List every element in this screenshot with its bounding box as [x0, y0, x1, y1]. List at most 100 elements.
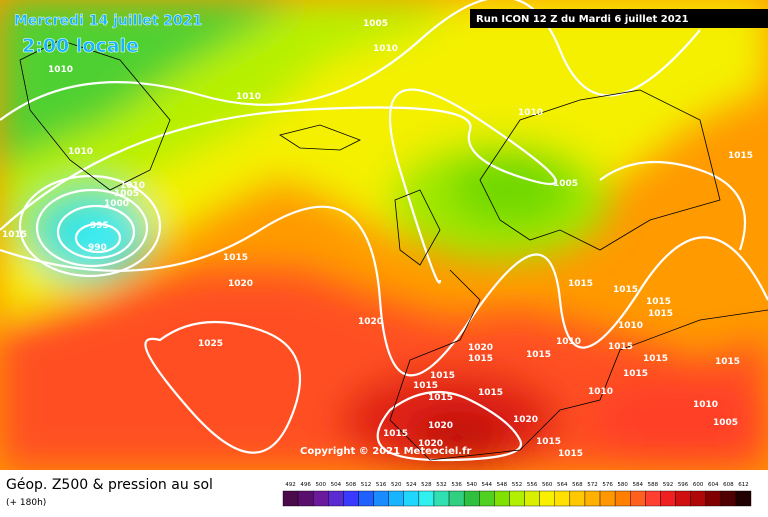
scale-swatch [509, 490, 525, 507]
isobar-label: 1020 [468, 343, 493, 353]
scale-swatch [403, 490, 420, 507]
scale-label: 560 [542, 482, 553, 488]
isobar-label: 1015 [558, 449, 583, 459]
isobar-label: 1010 [588, 387, 613, 397]
scale-label: 492 [285, 482, 296, 488]
scale-label: 500 [315, 482, 326, 488]
legend-subtitle: (+ 180h) [6, 498, 46, 508]
isobar-label: 1015 [608, 342, 633, 352]
isobar-label: 1005 [713, 418, 738, 428]
isobar-label: 990 [88, 243, 107, 253]
scale-swatch [720, 490, 737, 507]
scale-label: 576 [602, 482, 613, 488]
isobar-label: 1015 [648, 309, 673, 319]
scale-label: 540 [466, 482, 477, 488]
scale-label: 608 [723, 482, 734, 488]
scale-label: 532 [436, 482, 447, 488]
isobar-label: 1010 [556, 337, 581, 347]
scale-swatch [494, 490, 510, 507]
scale-label: 604 [708, 482, 719, 488]
scale-swatch [297, 490, 314, 507]
scale-label: 536 [451, 482, 462, 488]
isobar-label: 1010 [518, 108, 543, 118]
scale-label: 544 [482, 482, 493, 488]
scale-label: 496 [300, 482, 311, 488]
scale-swatch [418, 490, 435, 507]
isobar-label: 1020 [358, 317, 383, 327]
isobar-label: 1010 [48, 65, 73, 75]
copyright: Copyright © 2021 Meteociel.fr [300, 446, 471, 457]
run-info: Run ICON 12 Z du Mardi 6 juillet 2021 [476, 14, 689, 25]
scale-swatch [448, 490, 465, 507]
scale-swatch [735, 490, 752, 507]
isobar-labels: 1005 1010 1010 1010 1010 1015 1010 1010 … [2, 19, 753, 459]
scale-swatch [433, 490, 450, 507]
scale-swatch [614, 490, 631, 507]
isobar-label: 1010 [693, 400, 718, 410]
scale-label: 512 [361, 482, 372, 488]
scale-label: 600 [693, 482, 704, 488]
isobar-label: 1010 [120, 181, 145, 191]
isobar-label: 1015 [526, 350, 551, 360]
run-box [470, 9, 768, 28]
scale-swatch [599, 490, 616, 507]
geopotential-field [0, 0, 768, 470]
scale-label: 552 [512, 482, 523, 488]
isobar-label: 1020 [228, 279, 253, 289]
scale-swatch [524, 490, 540, 507]
scale-swatch [312, 490, 329, 507]
isobar-label: 1020 [513, 415, 538, 425]
scale-label: 508 [346, 482, 357, 488]
scale-swatch [358, 490, 374, 507]
isobar-label: 1015 [428, 393, 453, 403]
isobar-label: 1015 [223, 253, 248, 263]
isobar-label: 1020 [428, 421, 453, 431]
scale-label: 520 [391, 482, 402, 488]
isobar-label: 1005 [553, 179, 578, 189]
scale-swatch [630, 490, 646, 507]
isobar-label: 1015 [430, 371, 455, 381]
scale-label: 504 [331, 482, 342, 488]
isobar-label: 1010 [373, 44, 398, 54]
scale-label: 592 [663, 482, 674, 488]
scale-label: 548 [497, 482, 508, 488]
scale-swatch [388, 490, 404, 507]
isobar-label: 1005 [114, 189, 139, 199]
scale-swatch [705, 490, 722, 507]
scale-swatch [463, 490, 480, 507]
scale-swatch [539, 490, 555, 507]
isobar-label: 1015 [728, 151, 753, 161]
color-scale: 492 496 500 504 508 512 516 520 524 528 532 536 540 5… [282, 482, 752, 507]
scale-swatch [690, 490, 706, 507]
isobar-label: 1015 [2, 230, 27, 240]
scale-label: 588 [648, 482, 659, 488]
isobar-label: 1000 [104, 199, 129, 209]
isobar-label: 1015 [646, 297, 671, 307]
isobar-label: 1025 [198, 339, 223, 349]
scale-swatch [282, 490, 299, 507]
scale-swatch [660, 490, 676, 507]
scale-label: 612 [738, 482, 749, 488]
scale-swatch [554, 490, 571, 507]
legend-title: Géop. Z500 & pression au sol [6, 477, 213, 493]
scale-swatch [675, 490, 691, 507]
scale-label: 580 [617, 482, 628, 488]
scale-label: 516 [376, 482, 387, 488]
isobar-label: 995 [90, 221, 109, 231]
scale-swatch [584, 490, 601, 507]
isobar-label: 1015 [643, 354, 668, 364]
isobar-label: 1020 [418, 439, 443, 449]
isobar-label: 1015 [383, 429, 408, 439]
isobar-label: 1010 [236, 92, 261, 102]
forecast-time: 2:00 locale [22, 35, 139, 57]
scale-label: 564 [557, 482, 568, 488]
isobar-label: 1015 [468, 354, 493, 364]
isobar-label: 1015 [613, 285, 638, 295]
scale-swatch [343, 490, 359, 507]
scale-label: 528 [421, 482, 432, 488]
isobar-label: 1015 [478, 388, 503, 398]
forecast-date: Mercredi 14 juillet 2021 [14, 13, 202, 29]
isobar-label: 1015 [715, 357, 740, 367]
isobar-label: 1005 [363, 19, 388, 29]
